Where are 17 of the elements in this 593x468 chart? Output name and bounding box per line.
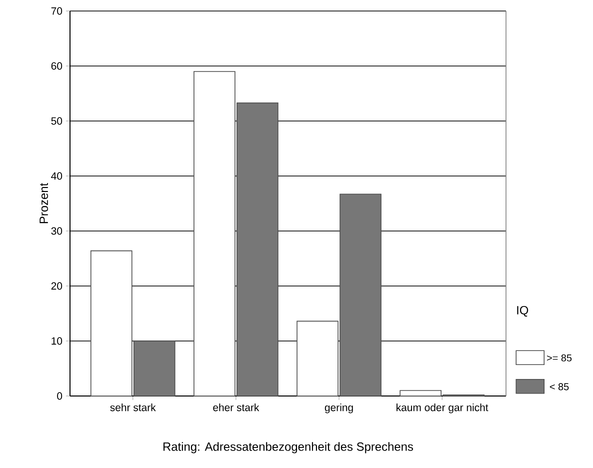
- x-tick-label: sehr stark: [110, 404, 156, 412]
- x-tick-label: gering: [324, 404, 353, 414]
- y-axis-title: Prozent: [40, 182, 48, 224]
- legend-label: >= 85: [547, 354, 572, 362]
- y-tick-label: 40: [51, 172, 62, 180]
- y-tick-label: 50: [51, 117, 62, 125]
- y-tick-label: 70: [51, 7, 62, 15]
- legend-title: IQ: [517, 306, 528, 317]
- y-tick-label: 60: [51, 62, 62, 70]
- x-tick-label: eher stark: [213, 404, 260, 412]
- y-tick-label: 0: [57, 392, 62, 400]
- y-tick-label: 10: [52, 337, 62, 345]
- x-tick-label: kaum oder gar nicht: [396, 404, 488, 414]
- y-tick-label: 20: [51, 282, 62, 290]
- legend-label: < 85: [550, 383, 569, 390]
- x-axis-title: Rating: Adressatenbezogenheit des Sprechens: [163, 442, 414, 454]
- y-tick-label: 30: [51, 227, 62, 235]
